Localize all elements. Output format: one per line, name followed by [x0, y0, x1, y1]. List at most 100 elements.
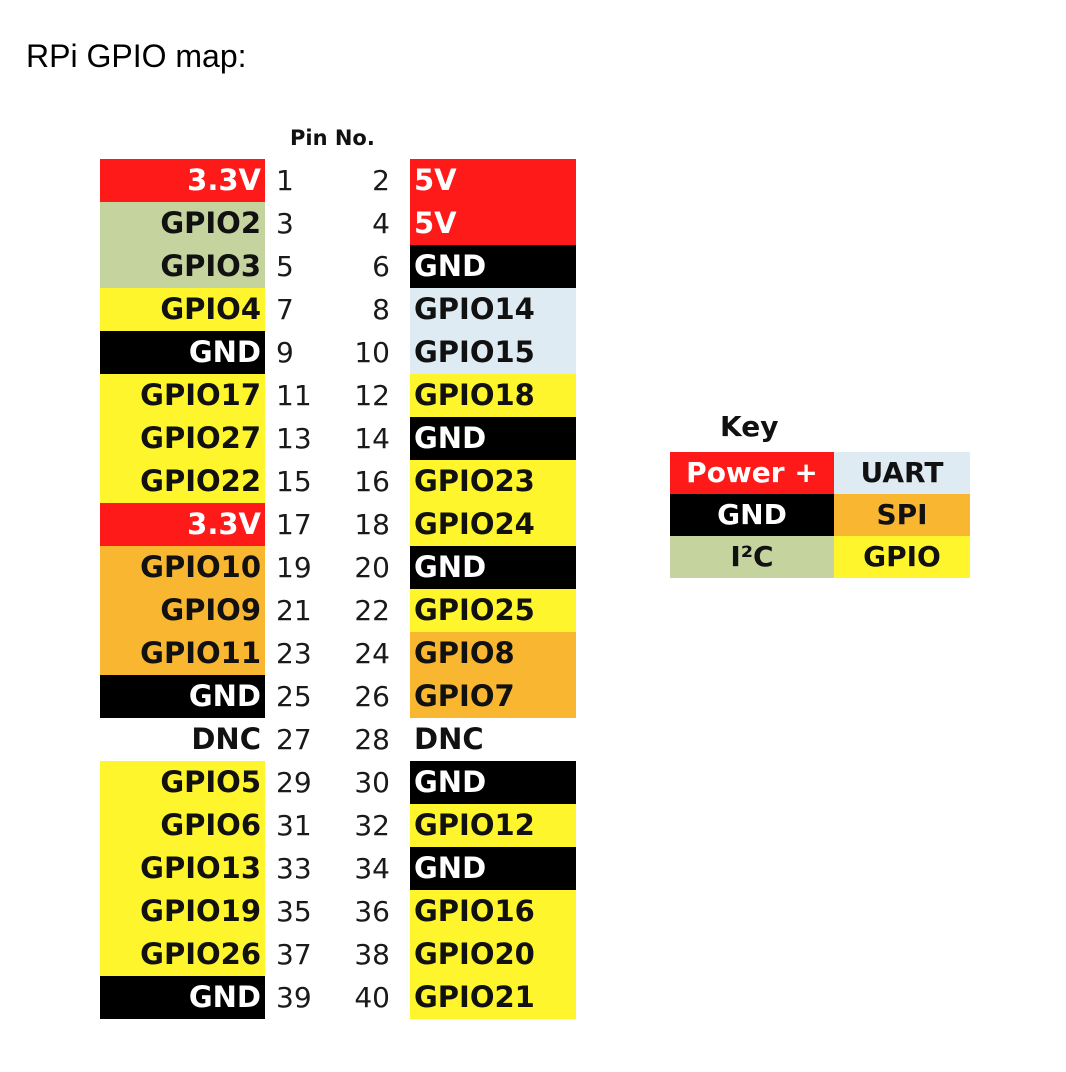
pin-label-left: GPIO11	[100, 632, 265, 675]
pin-number-even: 16	[354, 465, 390, 498]
pin-label-right: GND	[410, 847, 576, 890]
pin-row: GPIO22 15 16 GPIO23	[100, 460, 576, 503]
pin-row: GND 9 10 GPIO15	[100, 331, 576, 374]
pin-label-left: GND	[100, 976, 265, 1019]
key-row: I²C GPIO	[670, 536, 970, 578]
pin-label-right: GND	[410, 245, 576, 288]
pin-label-right: GND	[410, 761, 576, 804]
pin-number-odd: 17	[276, 508, 312, 541]
pin-row: GND 39 40 GPIO21	[100, 976, 576, 1019]
pin-number-odd: 7	[276, 293, 294, 326]
pin-number-odd: 15	[276, 465, 312, 498]
pin-label-left: GPIO2	[100, 202, 265, 245]
pin-number-header: Pin No.	[290, 126, 375, 150]
pin-number-odd: 5	[276, 250, 294, 283]
pin-number-even: 14	[354, 422, 390, 455]
pin-label-left: GPIO10	[100, 546, 265, 589]
pin-number-even: 34	[354, 852, 390, 885]
pin-row: GPIO27 13 14 GND	[100, 417, 576, 460]
pin-label-right: GPIO7	[410, 675, 576, 718]
pin-number-even: 26	[354, 680, 390, 713]
pin-label-right: 5V	[410, 202, 576, 245]
pin-number-odd: 33	[276, 852, 312, 885]
pin-label-right: GPIO23	[410, 460, 576, 503]
pin-row: GPIO4 7 8 GPIO14	[100, 288, 576, 331]
pin-number-even: 10	[354, 336, 390, 369]
key-row: GND SPI	[670, 494, 970, 536]
key-title: Key	[720, 410, 779, 443]
key-swatch-gnd: GND	[670, 494, 834, 536]
pin-row: 3.3V 1 2 5V	[100, 159, 576, 202]
page-title: RPi GPIO map:	[26, 38, 247, 74]
pin-number-even: 2	[372, 164, 390, 197]
pin-row: GPIO19 35 36 GPIO16	[100, 890, 576, 933]
pin-row: GPIO3 5 6 GND	[100, 245, 576, 288]
pin-row: DNC 27 28 DNC	[100, 718, 576, 761]
pin-number-even: 12	[354, 379, 390, 412]
pin-label-left: GPIO6	[100, 804, 265, 847]
pin-row: GPIO5 29 30 GND	[100, 761, 576, 804]
pin-label-left: GPIO5	[100, 761, 265, 804]
pin-number-odd: 3	[276, 207, 294, 240]
pin-row: GPIO6 31 32 GPIO12	[100, 804, 576, 847]
key-swatch-gpio: GPIO	[834, 536, 970, 578]
pin-number-odd: 13	[276, 422, 312, 455]
pin-label-right: GPIO16	[410, 890, 576, 933]
key-swatch-i2c: I²C	[670, 536, 834, 578]
pin-number-odd: 9	[276, 336, 294, 369]
pin-row: GPIO26 37 38 GPIO20	[100, 933, 576, 976]
pin-label-left: GPIO26	[100, 933, 265, 976]
key-row: Power + UART	[670, 452, 970, 494]
pin-number-odd: 23	[276, 637, 312, 670]
pin-label-right: GND	[410, 417, 576, 460]
pin-number-even: 22	[354, 594, 390, 627]
pin-row: GPIO2 3 4 5V	[100, 202, 576, 245]
pin-label-right: GPIO24	[410, 503, 576, 546]
pin-row: GPIO11 23 24 GPIO8	[100, 632, 576, 675]
pin-number-odd: 1	[276, 164, 294, 197]
pin-label-right: GPIO20	[410, 933, 576, 976]
pin-label-left: GPIO27	[100, 417, 265, 460]
pin-number-even: 32	[354, 809, 390, 842]
key-legend: Power + UART GND SPI I²C GPIO	[670, 452, 970, 578]
pin-number-even: 24	[354, 637, 390, 670]
pin-label-left: GPIO9	[100, 589, 265, 632]
pin-number-odd: 25	[276, 680, 312, 713]
pin-number-odd: 39	[276, 981, 312, 1014]
pin-label-left: DNC	[100, 718, 265, 761]
pin-number-odd: 31	[276, 809, 312, 842]
pin-label-left: GPIO13	[100, 847, 265, 890]
pin-label-right: GPIO15	[410, 331, 576, 374]
pin-label-right: GPIO21	[410, 976, 576, 1019]
pin-number-even: 40	[354, 981, 390, 1014]
pin-row: GPIO13 33 34 GND	[100, 847, 576, 890]
pin-number-even: 30	[354, 766, 390, 799]
pin-label-right: GPIO14	[410, 288, 576, 331]
pin-number-odd: 19	[276, 551, 312, 584]
pin-row: GPIO17 11 12 GPIO18	[100, 374, 576, 417]
key-swatch-spi: SPI	[834, 494, 970, 536]
pin-row: GND 25 26 GPIO7	[100, 675, 576, 718]
pin-number-even: 38	[354, 938, 390, 971]
pin-number-odd: 29	[276, 766, 312, 799]
pin-number-odd: 35	[276, 895, 312, 928]
pin-number-even: 4	[372, 207, 390, 240]
pin-label-left: GPIO22	[100, 460, 265, 503]
pin-number-even: 6	[372, 250, 390, 283]
pin-label-left: 3.3V	[100, 159, 265, 202]
pin-row: GPIO9 21 22 GPIO25	[100, 589, 576, 632]
key-swatch-power: Power +	[670, 452, 834, 494]
pin-label-right: 5V	[410, 159, 576, 202]
pin-label-left: GND	[100, 675, 265, 718]
pin-number-odd: 21	[276, 594, 312, 627]
key-swatch-uart: UART	[834, 452, 970, 494]
pin-number-even: 36	[354, 895, 390, 928]
pin-label-left: GPIO4	[100, 288, 265, 331]
pin-label-left: 3.3V	[100, 503, 265, 546]
pin-number-even: 8	[372, 293, 390, 326]
pin-table: 3.3V 1 2 5V GPIO2 3 4 5V GPIO3 5 6 GND GPIO4 7 8 GPIO14…	[100, 159, 576, 1019]
pin-label-left: GPIO3	[100, 245, 265, 288]
pin-label-left: GND	[100, 331, 265, 374]
pin-number-even: 20	[354, 551, 390, 584]
pin-number-odd: 27	[276, 723, 312, 756]
